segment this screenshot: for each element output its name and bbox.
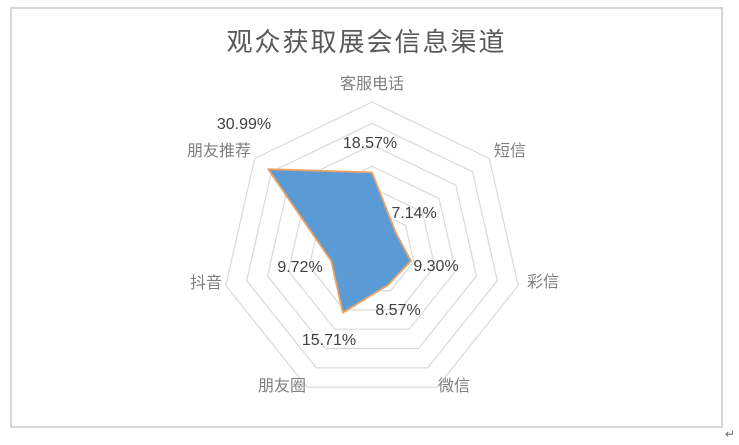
radar-axis-label: 朋友圈: [258, 377, 306, 395]
radar-value-label: 15.71%: [302, 332, 356, 349]
radar-value-label: 30.99%: [217, 116, 271, 133]
radar-value-label: 9.30%: [413, 258, 458, 275]
paragraph-return-mark: ↵: [724, 427, 735, 441]
radar-value-label: 9.72%: [277, 259, 322, 276]
radar-series-polygon: [267, 168, 412, 314]
radar-gridline-ring: [246, 122, 498, 369]
radar-axis-label: 抖音: [190, 274, 222, 292]
radar-axis-label: 短信: [494, 142, 526, 160]
radar-axis-label: 微信: [438, 377, 470, 395]
radar-gridline-ring: [266, 144, 478, 350]
radar-value-label: 7.14%: [391, 205, 436, 222]
radar-value-label: 18.57%: [343, 135, 397, 152]
chart-title: 观众获取展会信息渠道: [226, 27, 507, 57]
radar-axis-label: 彩信: [527, 273, 559, 291]
radar-axis-label: 客服电话: [340, 75, 404, 93]
radar-value-label: 8.57%: [375, 302, 420, 319]
radar-axis-label: 朋友推荐: [187, 142, 251, 160]
radar-gridline-ring: [225, 101, 519, 388]
